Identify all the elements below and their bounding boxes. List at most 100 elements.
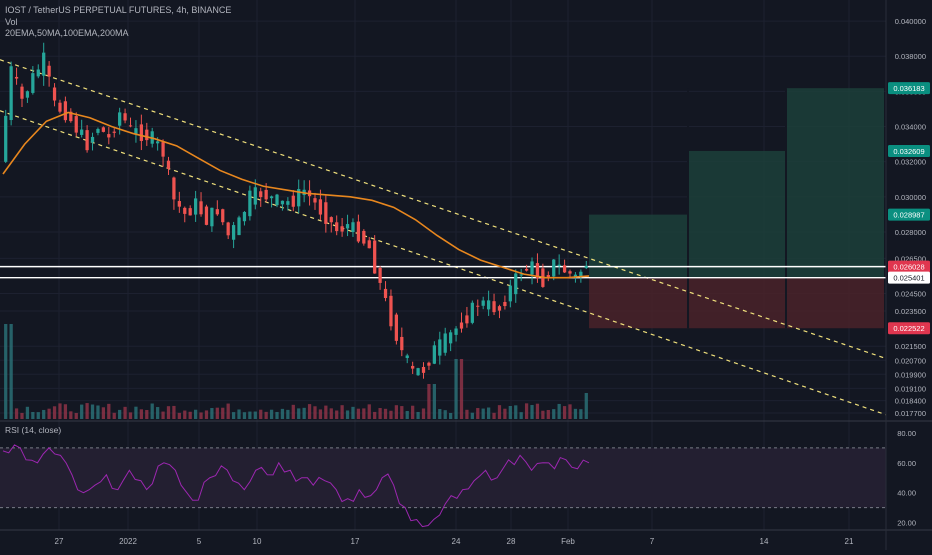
price-label-stop-loss bbox=[888, 322, 930, 335]
candle-body bbox=[524, 268, 529, 271]
candle-body bbox=[503, 301, 507, 307]
price-label-resistance bbox=[888, 260, 930, 273]
volume-bar bbox=[215, 407, 219, 419]
price-tick-label: 0.019100 bbox=[895, 384, 926, 393]
volume-bar bbox=[248, 411, 252, 419]
volume-bar bbox=[25, 406, 30, 419]
candle-body bbox=[400, 336, 404, 351]
volume-bar bbox=[552, 409, 556, 419]
candle-body bbox=[118, 112, 122, 126]
candle-body bbox=[242, 211, 247, 222]
time-tick-label: 10 bbox=[253, 537, 262, 546]
time-tick-label: 21 bbox=[845, 537, 854, 546]
volume-bar bbox=[573, 408, 578, 419]
candle-body bbox=[20, 86, 24, 99]
candle-body bbox=[432, 345, 436, 364]
candle-body bbox=[486, 300, 491, 310]
price-label-text: 0.032609 bbox=[893, 147, 924, 156]
candle-body bbox=[80, 129, 84, 135]
candle-body bbox=[107, 134, 111, 138]
volume-bar bbox=[367, 404, 371, 419]
volume-bar bbox=[210, 408, 214, 419]
price-label-support bbox=[888, 271, 930, 284]
candle-body bbox=[449, 332, 453, 344]
volume-bar bbox=[9, 324, 13, 419]
candle-body bbox=[172, 177, 176, 200]
candle-body bbox=[210, 207, 214, 227]
candle-body bbox=[345, 224, 350, 229]
candle-body bbox=[313, 198, 317, 203]
volume-bar bbox=[324, 405, 328, 419]
volume-bar bbox=[356, 408, 361, 419]
volume-bar bbox=[427, 384, 431, 419]
candle-body bbox=[362, 230, 366, 244]
volume-bar bbox=[134, 406, 138, 419]
volume-bar bbox=[47, 408, 51, 419]
volume-bar bbox=[514, 405, 518, 419]
candle-body bbox=[69, 111, 73, 122]
moving-average-line bbox=[2, 111, 590, 279]
candle-body bbox=[128, 125, 133, 127]
volume-bar bbox=[562, 406, 567, 419]
candle-body bbox=[291, 195, 295, 207]
price-label-text: 0.022522 bbox=[893, 324, 924, 333]
price-label-text: 0.026028 bbox=[893, 263, 924, 272]
volume-bar bbox=[275, 411, 279, 419]
candle-body bbox=[58, 102, 62, 112]
volume-bar bbox=[112, 412, 116, 419]
candle-body bbox=[9, 66, 13, 121]
candle-body bbox=[226, 222, 230, 236]
candle-body bbox=[340, 226, 344, 232]
candle-body bbox=[411, 365, 415, 369]
candle-body bbox=[318, 199, 323, 215]
candle-body bbox=[156, 141, 160, 144]
price-label-text: 0.036183 bbox=[893, 84, 924, 93]
candle-body bbox=[579, 271, 583, 277]
candle-body bbox=[275, 194, 279, 206]
time-tick-label: 14 bbox=[760, 537, 769, 546]
candle-body bbox=[25, 91, 30, 98]
volume-bar bbox=[378, 408, 382, 419]
price-tick-label: 0.028000 bbox=[895, 228, 926, 237]
volume-bar bbox=[69, 411, 73, 419]
volume-bar bbox=[530, 405, 534, 419]
time-tick-label: 28 bbox=[507, 537, 516, 546]
candle-body bbox=[454, 328, 458, 335]
volume-bar bbox=[383, 408, 388, 419]
volume-bar bbox=[291, 404, 295, 419]
candle-body bbox=[324, 202, 328, 224]
volume-bar bbox=[128, 412, 133, 419]
time-tick-label: Feb bbox=[561, 537, 575, 546]
candle-body bbox=[139, 124, 143, 141]
volume-bar bbox=[226, 403, 230, 419]
candle-body bbox=[546, 275, 550, 279]
candle-body bbox=[405, 355, 409, 359]
volume-bar bbox=[373, 411, 377, 419]
volume-bar bbox=[454, 359, 458, 419]
candle-body bbox=[476, 305, 480, 307]
volume-bar bbox=[329, 408, 333, 419]
price-label-text: 0.028987 bbox=[893, 211, 924, 220]
volume-bar bbox=[584, 393, 588, 419]
price-tick-label: 0.040000 bbox=[895, 17, 926, 26]
candle-body bbox=[193, 198, 198, 215]
candle-body bbox=[552, 259, 556, 277]
volume-bar bbox=[307, 404, 312, 419]
trendline-1 bbox=[0, 59, 887, 360]
candle-body bbox=[459, 322, 464, 329]
candle-body bbox=[199, 201, 203, 215]
candle-body bbox=[280, 200, 285, 205]
candle-body bbox=[508, 285, 512, 302]
rsi-tick-label: 80.00 bbox=[897, 429, 916, 438]
candle-body bbox=[47, 65, 51, 77]
volume-bar bbox=[286, 409, 290, 419]
profit-zone-1 bbox=[589, 214, 688, 278]
volume-bar bbox=[264, 411, 268, 419]
volume-bar bbox=[340, 405, 344, 419]
volume-bar bbox=[492, 412, 496, 419]
candle-body bbox=[96, 128, 100, 133]
candle-body bbox=[183, 207, 187, 214]
candle-body bbox=[101, 127, 106, 132]
